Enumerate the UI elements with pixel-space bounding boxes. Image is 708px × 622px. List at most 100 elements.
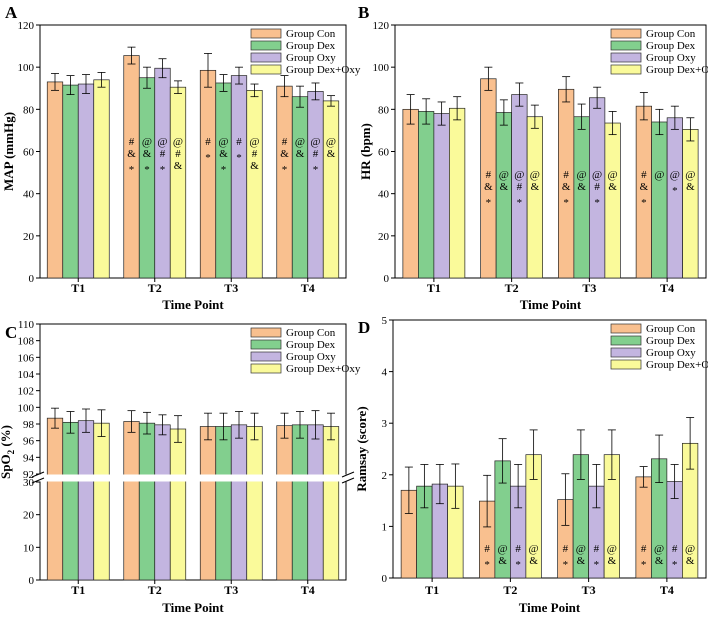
bar (402, 108, 419, 279)
y-tick-label: 60 (378, 147, 390, 159)
annotation-mark: # (672, 543, 678, 555)
bar (154, 424, 171, 581)
annotation-mark: * (594, 197, 600, 209)
annotation-mark: # (484, 543, 490, 555)
break-mark (31, 477, 45, 484)
annotation-mark: & (529, 555, 538, 567)
y-tick-label: 100 (18, 62, 35, 74)
annotation-mark: & (608, 555, 617, 567)
annotation-mark: # (517, 181, 523, 193)
annotation-mark: @ (529, 543, 539, 555)
annotation-mark: @ (685, 169, 695, 181)
annotation-mark: @ (218, 136, 228, 148)
legend-label-4: Group Dex+Oxy (286, 363, 361, 375)
y-axis-label: MAP (mmHg) (1, 112, 16, 191)
annotation-mark: * (129, 164, 135, 176)
bar (682, 129, 699, 279)
annotation-mark: & (250, 160, 259, 172)
annotation-mark: & (577, 181, 586, 193)
x-category-label: T4 (301, 281, 315, 295)
annotation-mark: @ (670, 169, 680, 181)
annotation-mark: @ (654, 543, 664, 555)
y-tick-label: 0 (29, 575, 35, 587)
annotation-mark: @ (310, 136, 320, 148)
legend-swatch-3 (610, 347, 642, 358)
bar (169, 86, 187, 279)
annotation-mark: # (594, 181, 600, 193)
legend-swatch-2 (610, 335, 642, 346)
annotation-mark: # (515, 543, 521, 555)
annotation-mark: @ (608, 169, 618, 181)
legend-swatch-2 (250, 339, 282, 350)
annotation-mark: & (143, 148, 152, 160)
legend-label-1: Group Con (646, 28, 696, 40)
legend-label-1: Group Con (286, 327, 336, 339)
y-tick-label: 120 (18, 20, 35, 32)
x-axis-label: Time Point (520, 297, 582, 312)
bar (169, 428, 187, 581)
annotation-mark: # (252, 148, 258, 160)
x-category-label: T3 (224, 281, 238, 295)
x-category-label: T3 (582, 281, 596, 295)
x-category-label: T1 (425, 583, 439, 597)
annotation-mark: * (484, 559, 490, 571)
annotation-mark: # (236, 136, 242, 148)
annotation-mark: # (563, 169, 569, 181)
annotation-mark: & (531, 181, 540, 193)
bar (46, 417, 64, 581)
annotation-mark: & (280, 148, 289, 160)
annotation-mark: @ (685, 543, 695, 555)
bar (322, 426, 340, 581)
legend-swatch-3 (250, 52, 282, 63)
x-category-label: T1 (71, 281, 85, 295)
legend-label-2: Group Dex (286, 40, 336, 52)
bar (62, 421, 79, 581)
annotation-mark: * (221, 164, 227, 176)
bar (449, 107, 466, 279)
annotation-mark: * (486, 197, 492, 209)
annotation-mark: @ (514, 169, 524, 181)
y-tick-label: 0 (29, 273, 35, 285)
y-tick-label: 40 (378, 189, 390, 201)
annotation-mark: * (641, 559, 647, 571)
x-category-label: T2 (148, 281, 162, 295)
x-category-label: T1 (71, 583, 85, 597)
annotation-mark: * (144, 164, 150, 176)
y-tick-label: 2 (382, 470, 388, 482)
bar (199, 69, 217, 279)
bar (93, 422, 110, 581)
annotation-mark: * (672, 559, 678, 571)
x-category-label: T3 (224, 583, 238, 597)
x-category-label: T2 (148, 583, 162, 597)
annotation-mark: # (205, 136, 211, 148)
annotation-mark: # (641, 169, 647, 181)
y-tick-label: 98 (23, 419, 35, 431)
bar (291, 424, 309, 581)
annotation-mark: & (686, 555, 695, 567)
legend-label-2: Group Dex (646, 40, 696, 52)
y-tick-label: 3 (382, 418, 388, 430)
legend-swatch-1 (250, 28, 282, 39)
x-axis-label: Time Point (519, 600, 581, 615)
annotation-mark: # (129, 136, 135, 148)
x-category-label: T2 (505, 281, 519, 295)
x-category-label: T1 (427, 281, 441, 295)
annotation-mark: * (515, 559, 521, 571)
legend-swatch-1 (250, 327, 282, 338)
annotation-mark: @ (576, 543, 586, 555)
break-mark (341, 471, 355, 478)
break-mark (341, 477, 355, 484)
y-tick-label: 92 (23, 469, 34, 481)
annotation-mark: & (327, 148, 336, 160)
bar (322, 100, 340, 279)
y-tick-label: 40 (23, 189, 35, 201)
y-axis-label: SpO2 (%) (0, 425, 16, 479)
annotation-mark: & (498, 555, 507, 567)
y-tick-label: 10 (23, 542, 35, 554)
y-tick-label: 20 (23, 231, 35, 243)
y-tick-label: 108 (18, 336, 35, 348)
annotation-mark: @ (326, 136, 336, 148)
